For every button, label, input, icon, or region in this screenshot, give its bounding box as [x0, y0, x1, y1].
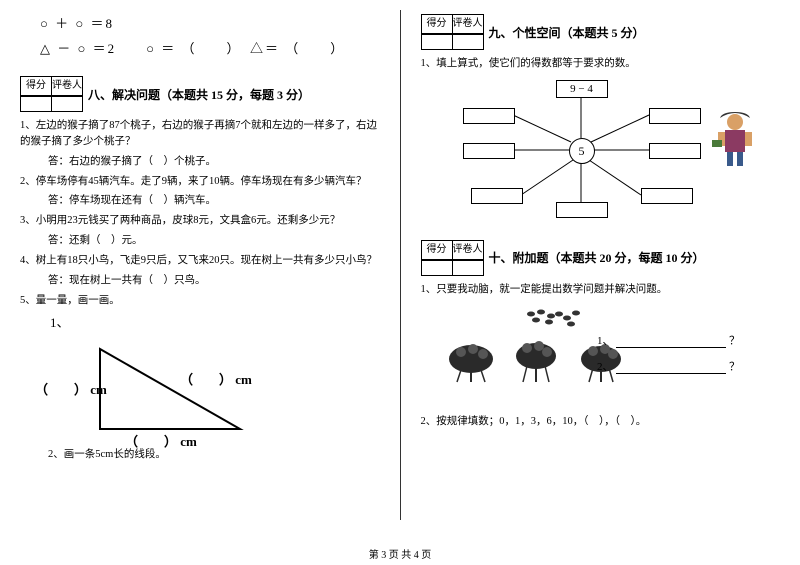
- score-label: 得分: [20, 76, 52, 96]
- q8-3: 3、小明用23元钱买了两种商品，皮球8元，文具盒6元。还剩多少元？: [20, 213, 380, 229]
- d9-box-5[interactable]: [471, 188, 523, 204]
- d9-box-2[interactable]: [649, 108, 701, 124]
- section-9-title: 九、个性空间（本题共 5 分）: [489, 24, 645, 41]
- a8-1: 答：右边的猴子摘了（ ）个桃子。: [48, 153, 380, 168]
- qmark-1: ？: [729, 335, 740, 347]
- q8-2: 2、停车场停有45辆汽车。走了9辆，来了10辆。停车场现在有多少辆汽车？: [20, 174, 380, 190]
- left-column: ○ ＋ ○ ＝8 △ － ○ ＝2 ○ ＝ （ ） △＝ （ ） 得分 评卷人 …: [20, 10, 380, 520]
- blank-2-label: 2、: [597, 361, 614, 373]
- a8-2: 答：停车场现在还有（ ）辆汽车。: [48, 192, 380, 207]
- examiner-label: 评卷人: [51, 76, 83, 96]
- d9-box-4[interactable]: [649, 143, 701, 159]
- diagram-9: 9 − 4 5: [461, 80, 701, 220]
- blank-1-label: 1、: [597, 335, 614, 347]
- equation-3: ○ ＝ （ ） △＝ （ ）: [146, 38, 345, 57]
- page-footer: 第 3 页 共 4 页: [0, 546, 800, 561]
- examiner-label-9: 评卷人: [452, 14, 484, 34]
- examiner-blank-9[interactable]: [452, 34, 484, 50]
- d9-box-6[interactable]: [556, 202, 608, 218]
- score-blank[interactable]: [20, 96, 52, 112]
- d9-box-1[interactable]: [463, 108, 515, 124]
- examiner-blank-10[interactable]: [452, 260, 484, 276]
- score-label-9: 得分: [421, 14, 453, 34]
- q10-1: 1、只要我动脑，就一定能提出数学问题并解决问题。: [421, 282, 781, 298]
- examiner-label-10: 评卷人: [452, 240, 484, 260]
- a8-3: 答：还剩（ ）元。: [48, 232, 380, 247]
- score-blank-9[interactable]: [421, 34, 453, 50]
- blank-1[interactable]: [616, 335, 726, 348]
- q10-2: 2、按规律填数；0，1，3，6，10，（ ），（ ）。: [421, 414, 781, 430]
- d9-box-7[interactable]: [641, 188, 693, 204]
- q8-5: 5、量一量，画一画。: [20, 293, 380, 309]
- q8-1: 1、左边的猴子摘了87个桃子，右边的猴子再摘7个就和左边的一样多了，右边的猴子摘…: [20, 118, 380, 150]
- equation-1: ○ ＋ ○ ＝8: [40, 13, 380, 32]
- equation-2: △ － ○ ＝2: [40, 38, 116, 57]
- score-label-10: 得分: [421, 240, 453, 260]
- examiner-blank[interactable]: [51, 96, 83, 112]
- tri-left-label: （ ） cm: [35, 379, 107, 398]
- teacher-icon: [710, 110, 760, 170]
- score-blank-10[interactable]: [421, 260, 453, 276]
- column-divider: [400, 10, 401, 520]
- q9-1: 1、填上算式，使它们的得数都等于要求的数。: [421, 56, 781, 72]
- q8-5-1: 1、: [50, 312, 380, 331]
- d9-box-3[interactable]: [463, 143, 515, 159]
- blank-2[interactable]: [616, 361, 726, 374]
- section-8-title: 八、解决问题（本题共 15 分，每题 3 分）: [88, 86, 310, 103]
- a8-4: 答：现在树上一共有（ ）只鸟。: [48, 272, 380, 287]
- q8-5-2: 2、画一条5cm长的线段。: [48, 447, 380, 463]
- q8-4: 4、树上有18只小鸟，飞走9只后，又飞来20只。现在树上一共有多少只小鸟？: [20, 253, 380, 269]
- q10-answer-blanks: 1、 ？ 2、 ？: [597, 322, 740, 384]
- tri-hyp-label: （ ） cm: [180, 369, 252, 388]
- tri-bottom-label: （ ） cm: [125, 431, 197, 450]
- triangle-figure: （ ） cm （ ） cm （ ） cm: [80, 339, 260, 439]
- d9-top-box: 9 − 4: [556, 80, 608, 98]
- right-column: 得分 评卷人 九、个性空间（本题共 5 分） 1、填上算式，使它们的得数都等于要…: [421, 10, 781, 520]
- d9-center-circle: 5: [569, 138, 595, 164]
- section-10-title: 十、附加题（本题共 20 分，每题 10 分）: [489, 249, 705, 266]
- qmark-2: ？: [729, 361, 740, 373]
